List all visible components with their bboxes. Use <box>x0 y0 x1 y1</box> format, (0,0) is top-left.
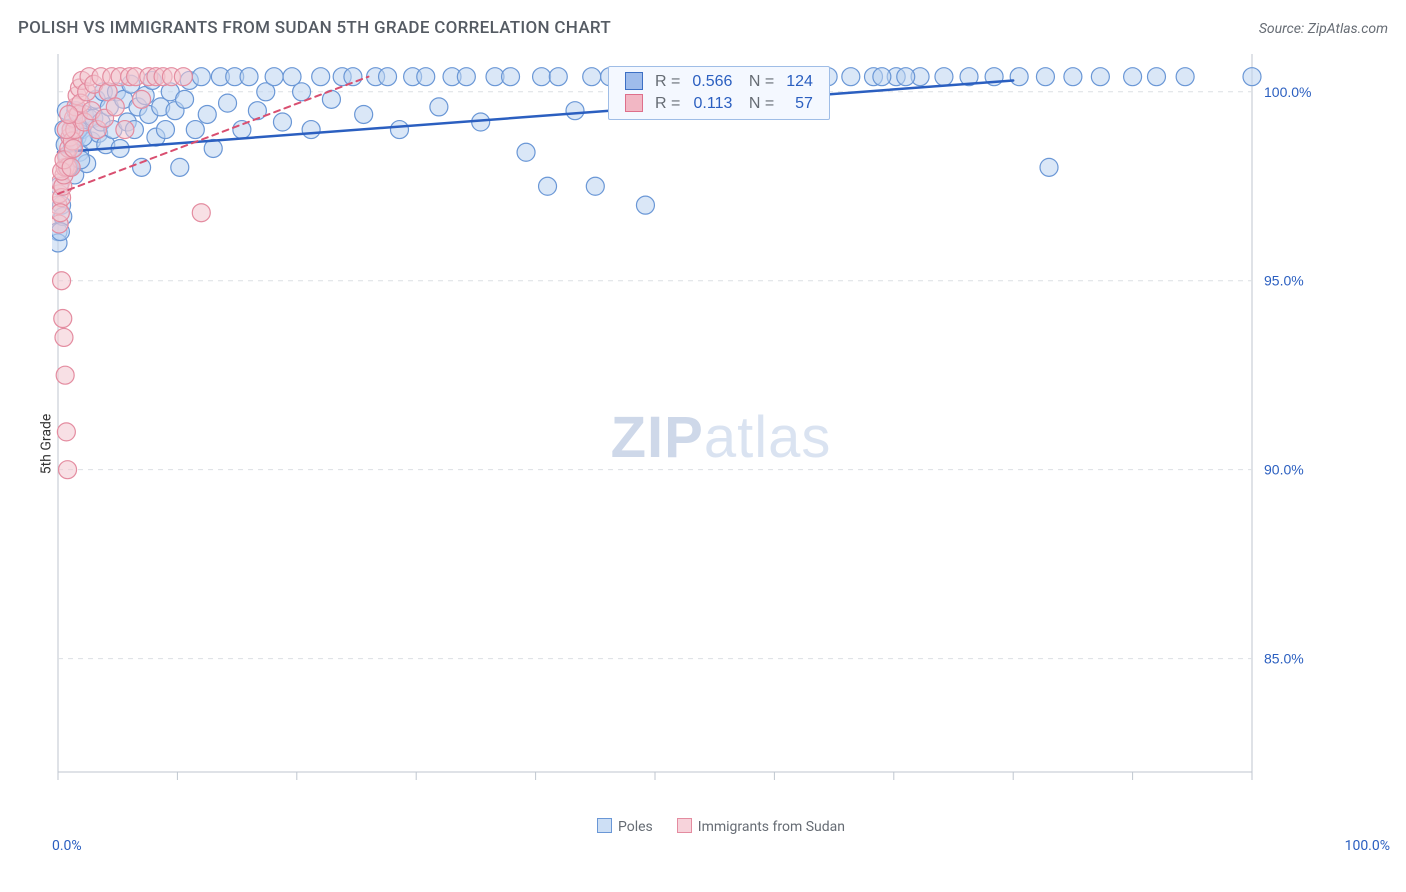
svg-text:85.0%: 85.0% <box>1264 651 1304 667</box>
data-point <box>344 68 362 86</box>
svg-text:95.0%: 95.0% <box>1264 273 1304 289</box>
x-axis-min-label: 0.0% <box>52 838 82 854</box>
data-point <box>1010 68 1028 86</box>
legend-item: Poles <box>597 818 653 835</box>
correlation-stats-box: R =0.566 N =124R =0.113 N =57 <box>608 66 830 120</box>
data-point <box>53 272 71 290</box>
data-point <box>156 121 174 139</box>
legend-item: Immigrants from Sudan <box>677 818 845 835</box>
data-point <box>355 105 373 123</box>
data-point <box>312 68 330 86</box>
data-point <box>1124 68 1142 86</box>
data-point <box>390 121 408 139</box>
data-point <box>1176 68 1194 86</box>
data-point <box>192 68 210 86</box>
data-point <box>293 83 311 101</box>
data-point <box>133 158 151 176</box>
data-point <box>265 68 283 86</box>
data-point <box>549 68 567 86</box>
data-point <box>59 461 77 479</box>
data-point <box>186 121 204 139</box>
data-point <box>430 98 448 116</box>
x-axis-max-label: 100.0% <box>1345 838 1390 854</box>
data-point <box>192 204 210 222</box>
data-point <box>583 68 601 86</box>
data-point <box>1064 68 1082 86</box>
data-point <box>636 196 654 214</box>
svg-text:90.0%: 90.0% <box>1264 462 1304 478</box>
data-point <box>174 68 192 86</box>
data-point <box>873 68 891 86</box>
scatter-chart: 85.0% 90.0% 95.0% 100.0% <box>52 48 1342 808</box>
data-point <box>60 105 78 123</box>
data-point <box>533 68 551 86</box>
legend: Poles Immigrants from Sudan <box>52 812 1390 840</box>
chart-area: 5th Grade ZIPatlas 85.0%90.0%95.0%100.0%… <box>52 48 1390 840</box>
data-point <box>1243 68 1261 86</box>
data-point <box>116 121 134 139</box>
data-point <box>233 121 251 139</box>
chart-title: POLISH VS IMMIGRANTS FROM SUDAN 5TH GRAD… <box>18 18 611 38</box>
source-label: Source: ZipAtlas.com <box>1259 21 1388 37</box>
data-point <box>1147 68 1165 86</box>
svg-text:100.0%: 100.0% <box>1264 84 1311 100</box>
data-point <box>842 68 860 86</box>
y-axis-label: 5th Grade <box>38 414 54 475</box>
data-point <box>302 121 320 139</box>
data-point <box>1091 68 1109 86</box>
data-point <box>57 423 75 441</box>
data-point <box>502 68 520 86</box>
data-point <box>56 366 74 384</box>
data-point <box>52 204 69 222</box>
data-point <box>219 94 237 112</box>
data-point <box>897 68 915 86</box>
data-point <box>539 177 557 195</box>
data-point <box>54 310 72 328</box>
data-point <box>273 113 291 131</box>
stat-row: R =0.113 N =57 <box>619 93 819 115</box>
data-point <box>517 143 535 161</box>
data-point <box>935 68 953 86</box>
data-point <box>62 158 80 176</box>
data-point <box>106 98 124 116</box>
data-point <box>379 68 397 86</box>
data-point <box>55 328 73 346</box>
data-point <box>133 90 151 108</box>
stat-row: R =0.566 N =124 <box>619 71 819 93</box>
data-point <box>240 68 258 86</box>
data-point <box>586 177 604 195</box>
data-point <box>171 158 189 176</box>
data-point <box>1040 158 1058 176</box>
data-point <box>176 90 194 108</box>
data-point <box>566 102 584 120</box>
data-point <box>417 68 435 86</box>
data-point <box>1036 68 1054 86</box>
data-point <box>457 68 475 86</box>
data-point <box>198 105 216 123</box>
data-point <box>65 139 83 157</box>
